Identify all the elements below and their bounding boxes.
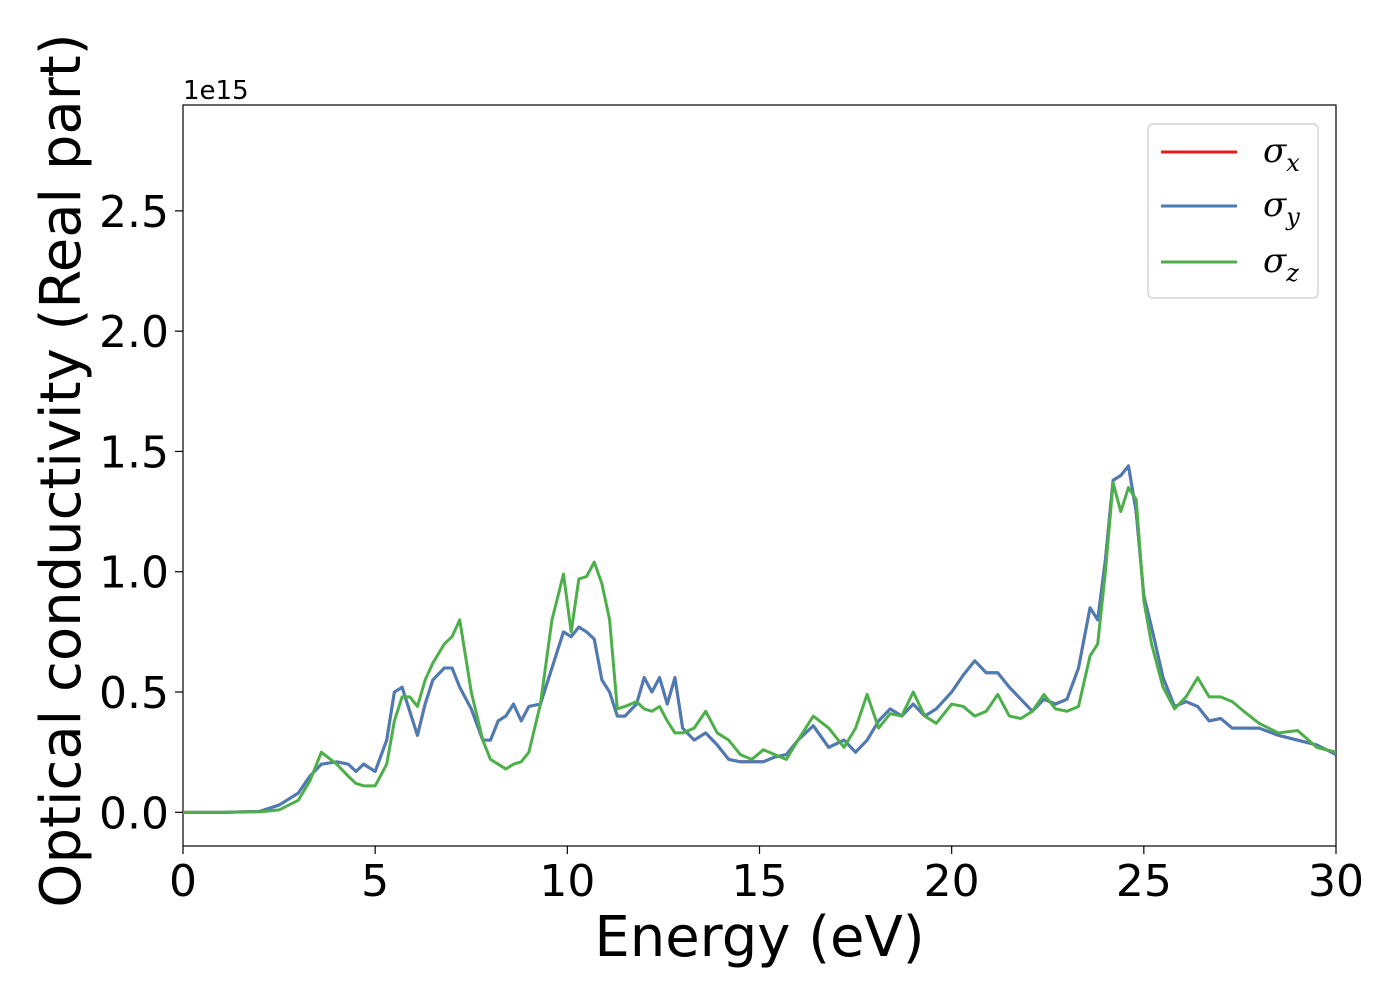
y-tick-label: 0.5 bbox=[99, 668, 169, 719]
x-axis-title: Energy (eV) bbox=[594, 905, 924, 970]
x-tick-label: 5 bbox=[361, 856, 389, 907]
y-axis: 0.0 0.5 1.0 1.5 2.0 2.5 bbox=[99, 187, 183, 839]
x-tick-label: 20 bbox=[924, 856, 980, 907]
legend-frame bbox=[1147, 123, 1319, 299]
y-tick-label: 0.0 bbox=[99, 788, 169, 839]
x-tick-label: 30 bbox=[1308, 856, 1364, 907]
series-line-sigma-y bbox=[183, 464, 1336, 814]
y-tick-label: 2.0 bbox=[99, 307, 169, 358]
series-line-sigma-z bbox=[183, 481, 1336, 814]
x-tick-label: 0 bbox=[169, 856, 197, 907]
x-axis: 0 5 10 15 20 25 30 bbox=[169, 846, 1364, 907]
y-tick-label: 2.5 bbox=[99, 187, 169, 238]
y-axis-title: Optical conductivity (Real part) bbox=[29, 33, 94, 907]
y-offset-label: 1e15 bbox=[183, 76, 249, 106]
x-tick-label: 25 bbox=[1116, 856, 1172, 907]
x-tick-label: 10 bbox=[539, 856, 595, 907]
y-tick-label: 1.5 bbox=[99, 427, 169, 478]
series-layer bbox=[183, 464, 1336, 814]
x-tick-label: 15 bbox=[732, 856, 788, 907]
y-tick-label: 1.0 bbox=[99, 548, 169, 599]
